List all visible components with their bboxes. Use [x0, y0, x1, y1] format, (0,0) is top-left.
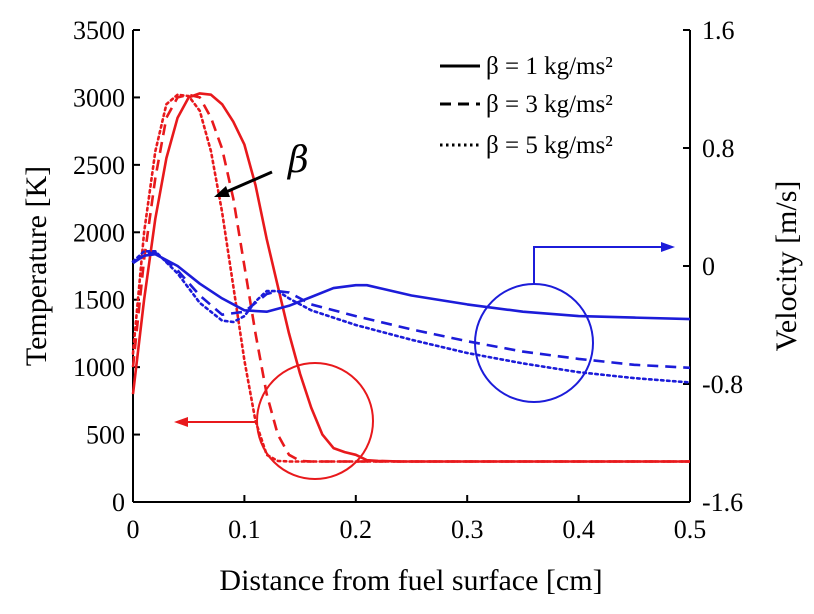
series-line-velocity-dashed — [132, 251, 691, 370]
y-right-tick-label-0: -1.6 — [702, 488, 743, 517]
velocity-callout-arrowhead — [661, 242, 675, 252]
x-tick-label-3: 0.3 — [451, 515, 484, 544]
y-left-tick-label-3: 1500 — [73, 286, 125, 315]
y-left-tick-label-1: 500 — [86, 421, 125, 450]
annotations: β — [174, 140, 675, 480]
y-left-tick-label-2: 1000 — [73, 353, 125, 382]
beta-arrow — [225, 170, 273, 194]
legend: β = 1 kg/ms² β = 3 kg/ms² β = 5 kg/ms² — [440, 53, 613, 159]
y-right-tick-label-2: 0 — [702, 252, 715, 281]
temperature-callout-arrowhead — [174, 417, 188, 427]
x-tick-label-0: 0 — [127, 515, 140, 544]
legend-label-beta-3: β = 3 kg/ms² — [486, 91, 613, 118]
x-tick-label-1: 0.1 — [228, 515, 261, 544]
legend-label-beta-1: β = 1 kg/ms² — [486, 53, 613, 80]
y-right-tick-label-3: 0.8 — [702, 134, 735, 163]
series-line-velocity-solid — [132, 252, 691, 321]
y-right-tick-label-1: -0.8 — [702, 370, 743, 399]
ticks-layer: 0 0.1 0.2 0.3 0.4 0.5 0 500 1000 1500 2000 2500 3000… — [73, 16, 743, 544]
y-left-tick-label-5: 2500 — [73, 151, 125, 180]
legend-label-beta-5: β = 5 kg/ms² — [486, 132, 613, 159]
y-left-tick-label-7: 3500 — [73, 16, 125, 45]
x-tick-label-2: 0.2 — [340, 515, 373, 544]
series-line-velocity-dotted — [131, 250, 692, 384]
x-tick-label-5: 0.5 — [674, 515, 707, 544]
y-right-tick-label-4: 1.6 — [702, 16, 735, 45]
y-left-tick-label-0: 0 — [112, 488, 125, 517]
velocity-callout-arrow — [533, 246, 662, 284]
x-tick-label-4: 0.4 — [562, 515, 595, 544]
y-right-axis-title: Velocity [m/s] — [770, 181, 803, 352]
y-left-axis-title: Temperature [K] — [20, 166, 53, 366]
y-left-tick-label-4: 2000 — [73, 218, 125, 247]
beta-arrowhead — [214, 186, 230, 197]
y-left-tick-label-6: 3000 — [73, 83, 125, 112]
beta-annotation-label: β — [286, 140, 309, 181]
x-axis-title: Distance from fuel surface [cm] — [219, 564, 602, 597]
